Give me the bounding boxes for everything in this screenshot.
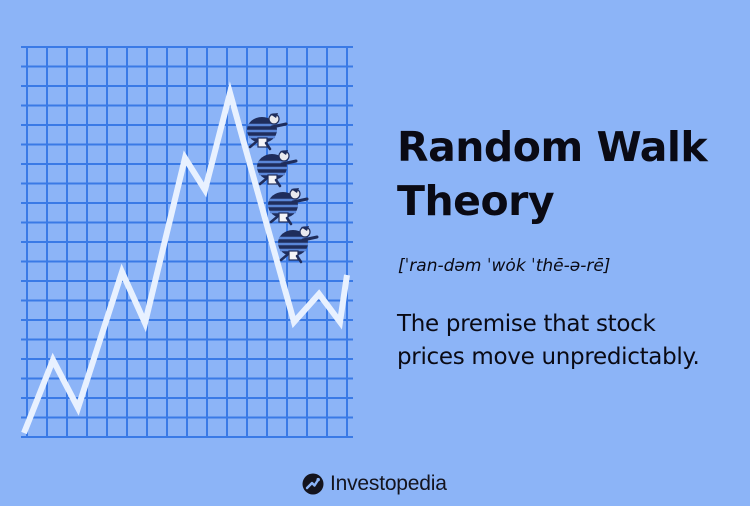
random-walk-line — [21, 81, 350, 435]
definition-text: The premise that stock prices move unpre… — [397, 308, 742, 374]
definition-line-1: The premise that stock — [397, 311, 656, 337]
title-line-1: Random Walk — [397, 123, 708, 171]
investopedia-logo-icon — [302, 473, 324, 495]
climbing-people-icon — [247, 113, 319, 264]
brand-name: Investopedia — [330, 472, 447, 495]
pronunciation: [ˈran-dəm ˈwȯk ˈthē-ə-rē] — [398, 256, 611, 276]
climbing-person-icon — [257, 150, 298, 188]
climbing-person-icon — [278, 226, 319, 264]
definition-line-2: prices move unpredictably. — [397, 344, 700, 370]
brand-footer: Investopedia — [302, 472, 447, 496]
page-title: Random Walk Theory — [397, 120, 737, 228]
title-line-2: Theory — [397, 177, 555, 225]
climbing-person-icon — [247, 113, 288, 151]
climbing-person-icon — [268, 188, 309, 226]
stock-walk-illustration — [21, 46, 353, 438]
